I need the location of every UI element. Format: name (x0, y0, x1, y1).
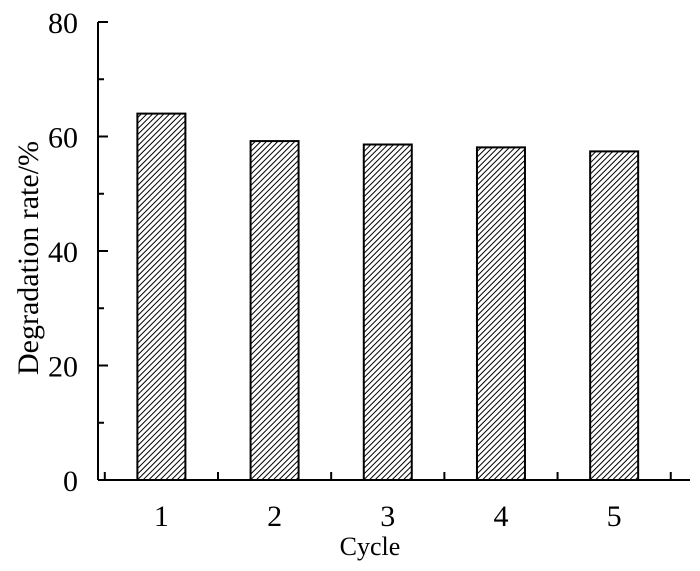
y-tick-label: 80 (48, 7, 78, 40)
bars-group (136, 112, 640, 482)
bar-cycle-1 (136, 112, 187, 481)
x-tick-label: 2 (267, 500, 282, 533)
x-axis-label: Cycle (340, 532, 401, 561)
bar-cycle-5 (589, 150, 640, 481)
x-tick-label: 5 (607, 500, 622, 533)
bar-cycle-4 (475, 146, 526, 481)
y-tick-label: 60 (48, 122, 78, 155)
y-tick-label: 0 (63, 465, 78, 498)
y-tick-label: 40 (48, 236, 78, 269)
x-tick-label: 3 (380, 500, 395, 533)
x-tick-label: 1 (154, 500, 169, 533)
y-tick-label: 20 (48, 351, 78, 384)
y-ticks-group: 0 20 40 60 80 (48, 7, 108, 498)
x-ticks-group: 1 2 3 4 5 (103, 472, 672, 533)
y-axis-label: Degradation rate/% (12, 141, 45, 375)
bar-cycle-2 (249, 140, 300, 482)
x-tick-label: 4 (493, 500, 508, 533)
bar-cycle-3 (362, 143, 413, 481)
